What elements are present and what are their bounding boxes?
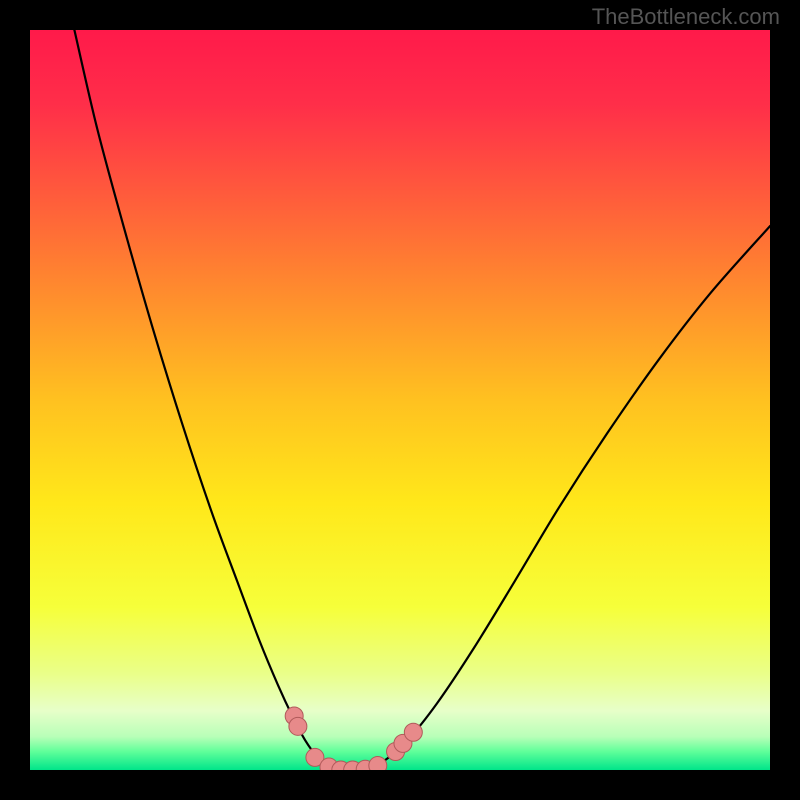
plot-area <box>30 30 770 770</box>
chart-container: TheBottleneck.com <box>0 0 800 800</box>
gradient-background <box>30 30 770 770</box>
curve-marker <box>404 723 422 741</box>
curve-marker <box>289 717 307 735</box>
bottleneck-curve-chart <box>30 30 770 770</box>
watermark-label: TheBottleneck.com <box>592 4 780 30</box>
curve-marker <box>369 757 387 770</box>
